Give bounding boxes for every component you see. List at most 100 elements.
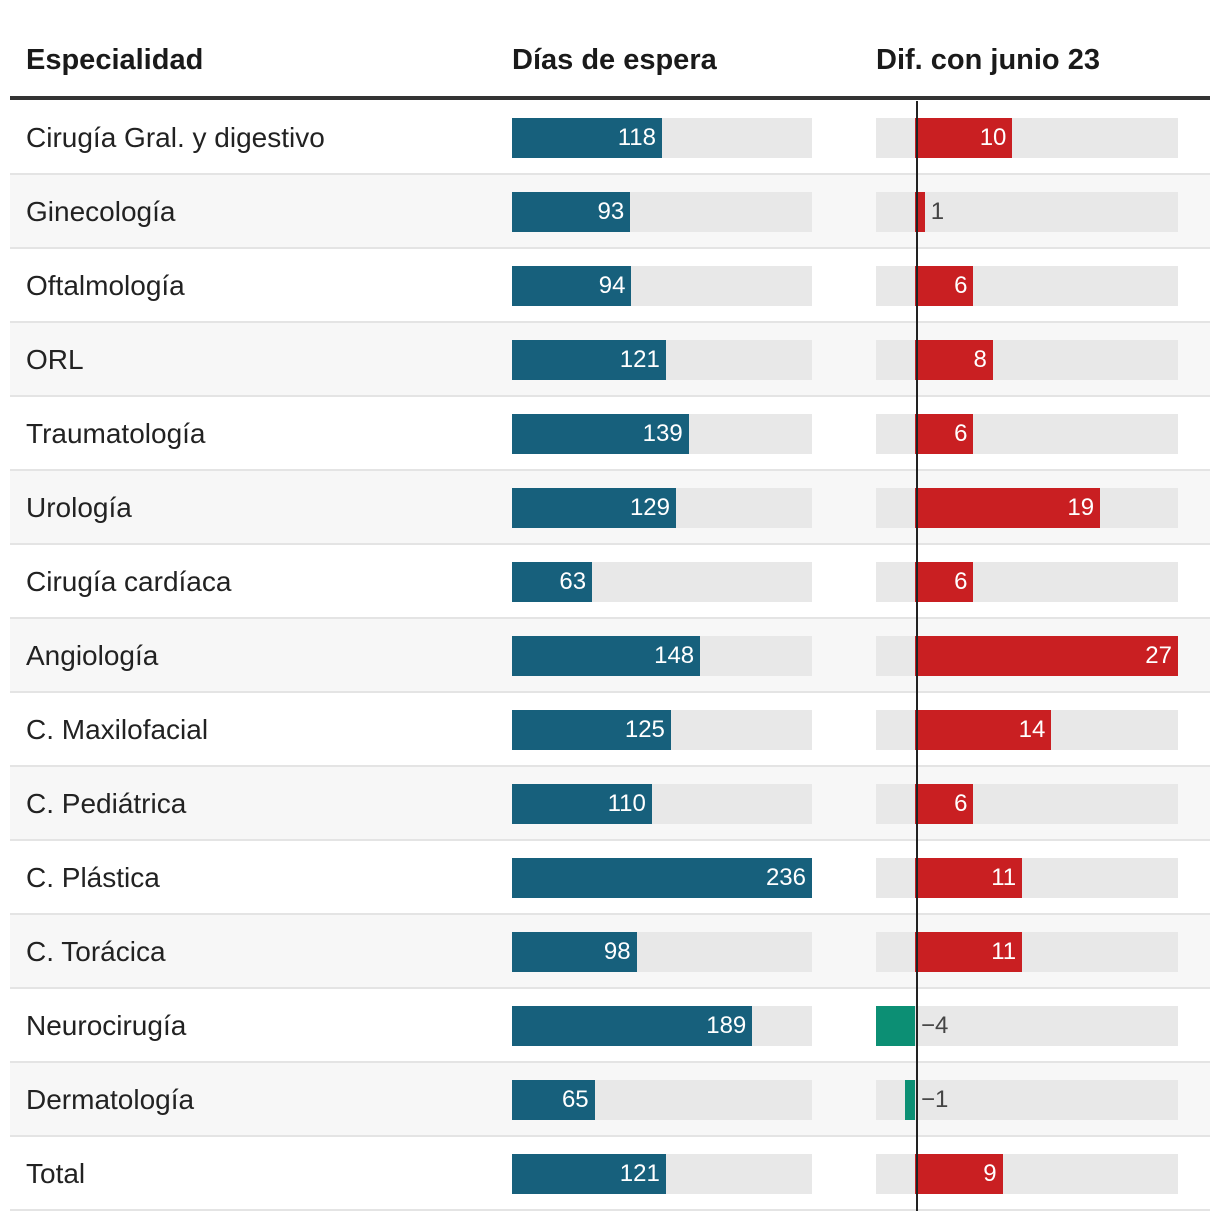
wait-value-label: 63 <box>559 568 587 595</box>
wait-bar <box>512 488 676 528</box>
diff-track: −1 <box>876 1080 1178 1120</box>
wait-track: 121 <box>512 1154 812 1194</box>
diff-decrease-bar <box>905 1080 915 1120</box>
diff-value-label: 14 <box>1018 716 1046 743</box>
diff-value-label: 11 <box>991 938 1017 965</box>
diff-increase-bar <box>914 562 974 602</box>
diff-value-label: 6 <box>954 568 968 595</box>
wait-track: 236 <box>512 858 812 898</box>
specialty-label: Oftalmología <box>26 270 185 301</box>
diff-increase-bar <box>914 932 1023 972</box>
diff-track: 6 <box>876 266 1178 306</box>
diff-track: 9 <box>876 1154 1178 1194</box>
diff-increase-bar <box>914 414 974 454</box>
diff-value-label: 1 <box>930 198 945 225</box>
diff-track: 8 <box>876 340 1178 380</box>
wait-track: 121 <box>512 340 812 380</box>
wait-value-label: 98 <box>603 938 631 965</box>
specialty-label: C. Plástica <box>26 862 160 893</box>
header-wait-days: Días de espera <box>512 44 717 76</box>
diff-track: 6 <box>876 784 1178 824</box>
wait-value-label: 236 <box>765 864 806 891</box>
wait-value-label: 148 <box>654 642 695 669</box>
diff-increase-bar <box>914 1154 1003 1194</box>
table-row: Cirugía Gral. y digestivo 118 10 <box>10 101 1210 175</box>
table-row: C. Torácica 98 11 <box>10 915 1210 989</box>
wait-bar <box>512 710 671 750</box>
wait-track: 148 <box>512 636 812 676</box>
wait-value-label: 189 <box>706 1012 747 1039</box>
wait-bar <box>512 858 812 898</box>
diff-value-label: −1 <box>920 1086 949 1113</box>
diff-track: 14 <box>876 710 1178 750</box>
specialty-label: ORL <box>26 344 84 375</box>
diff-increase-bar <box>914 784 974 824</box>
wait-bar <box>512 118 662 158</box>
diff-track: 11 <box>876 858 1178 898</box>
wait-bar <box>512 340 666 380</box>
table-row: ORL 121 8 <box>10 323 1210 397</box>
wait-track: 65 <box>512 1080 812 1120</box>
table-header: Especialidad Días de espera Dif. con jun… <box>10 0 1210 100</box>
diff-value-label: 6 <box>954 272 968 299</box>
diff-value-label: 11 <box>991 864 1017 891</box>
diff-track: −4 <box>876 1006 1178 1046</box>
table-body: Cirugía Gral. y digestivo 118 10 Ginecologí… <box>10 101 1210 1211</box>
zero-axis-line <box>916 101 918 1211</box>
wait-track: 189 <box>512 1006 812 1046</box>
wait-track: 125 <box>512 710 812 750</box>
table-row: Traumatología 139 6 <box>10 397 1210 471</box>
wait-track: 98 <box>512 932 812 972</box>
diff-value-label: 27 <box>1145 642 1172 669</box>
diff-value-label: 19 <box>1067 494 1095 521</box>
specialty-label: Angiología <box>26 640 159 671</box>
specialty-label: Neurocirugía <box>26 1010 187 1041</box>
diff-track: 11 <box>876 932 1178 972</box>
diff-value-label: 9 <box>983 1160 997 1187</box>
diff-value-label: 6 <box>954 790 968 817</box>
wait-bar <box>512 1080 595 1120</box>
table-row: Urología 129 19 <box>10 471 1210 545</box>
wait-value-label: 125 <box>624 716 665 743</box>
diff-increase-bar <box>914 266 974 306</box>
wait-value-label: 139 <box>642 420 683 447</box>
specialty-label: Urología <box>26 492 132 523</box>
table-row: C. Maxilofacial 125 14 <box>10 693 1210 767</box>
diff-decrease-bar <box>876 1006 915 1046</box>
wait-bar <box>512 1154 666 1194</box>
diff-increase-bar <box>914 488 1101 528</box>
wait-bar <box>512 784 652 824</box>
diff-value-label: −4 <box>920 1012 949 1039</box>
wait-bar <box>512 266 632 306</box>
table-row: Ginecología 93 1 <box>10 175 1210 249</box>
wait-value-label: 129 <box>629 494 670 521</box>
diff-track: 6 <box>876 562 1178 602</box>
header-specialty: Especialidad <box>26 44 204 76</box>
wait-bar <box>512 192 631 232</box>
specialty-label: Cirugía cardíaca <box>26 566 232 597</box>
diff-increase-bar <box>914 710 1052 750</box>
wait-value-label: 93 <box>597 198 625 225</box>
wait-track: 93 <box>512 192 812 232</box>
specialty-label: C. Torácica <box>26 936 166 967</box>
wait-track: 110 <box>512 784 812 824</box>
specialty-label: Traumatología <box>26 418 206 449</box>
wait-value-label: 121 <box>619 1160 660 1187</box>
diff-track: 19 <box>876 488 1178 528</box>
diff-increase-bar <box>914 636 1178 676</box>
diff-track: 1 <box>876 192 1178 232</box>
wait-track: 94 <box>512 266 812 306</box>
diff-track: 6 <box>876 414 1178 454</box>
wait-track: 118 <box>512 118 812 158</box>
specialty-label: C. Maxilofacial <box>26 714 209 745</box>
wait-bar <box>512 1006 753 1046</box>
specialty-label: C. Pediátrica <box>26 788 187 819</box>
diff-value-label: 6 <box>954 420 968 447</box>
table-row: Total 121 9 <box>10 1137 1210 1211</box>
wait-value-label: 65 <box>561 1086 589 1113</box>
table-row: Cirugía cardíaca 63 6 <box>10 545 1210 619</box>
diff-increase-bar <box>914 340 993 380</box>
table-row: C. Pediátrica 110 6 <box>10 767 1210 841</box>
wait-bar <box>512 414 689 454</box>
diff-track: 27 <box>876 636 1178 676</box>
